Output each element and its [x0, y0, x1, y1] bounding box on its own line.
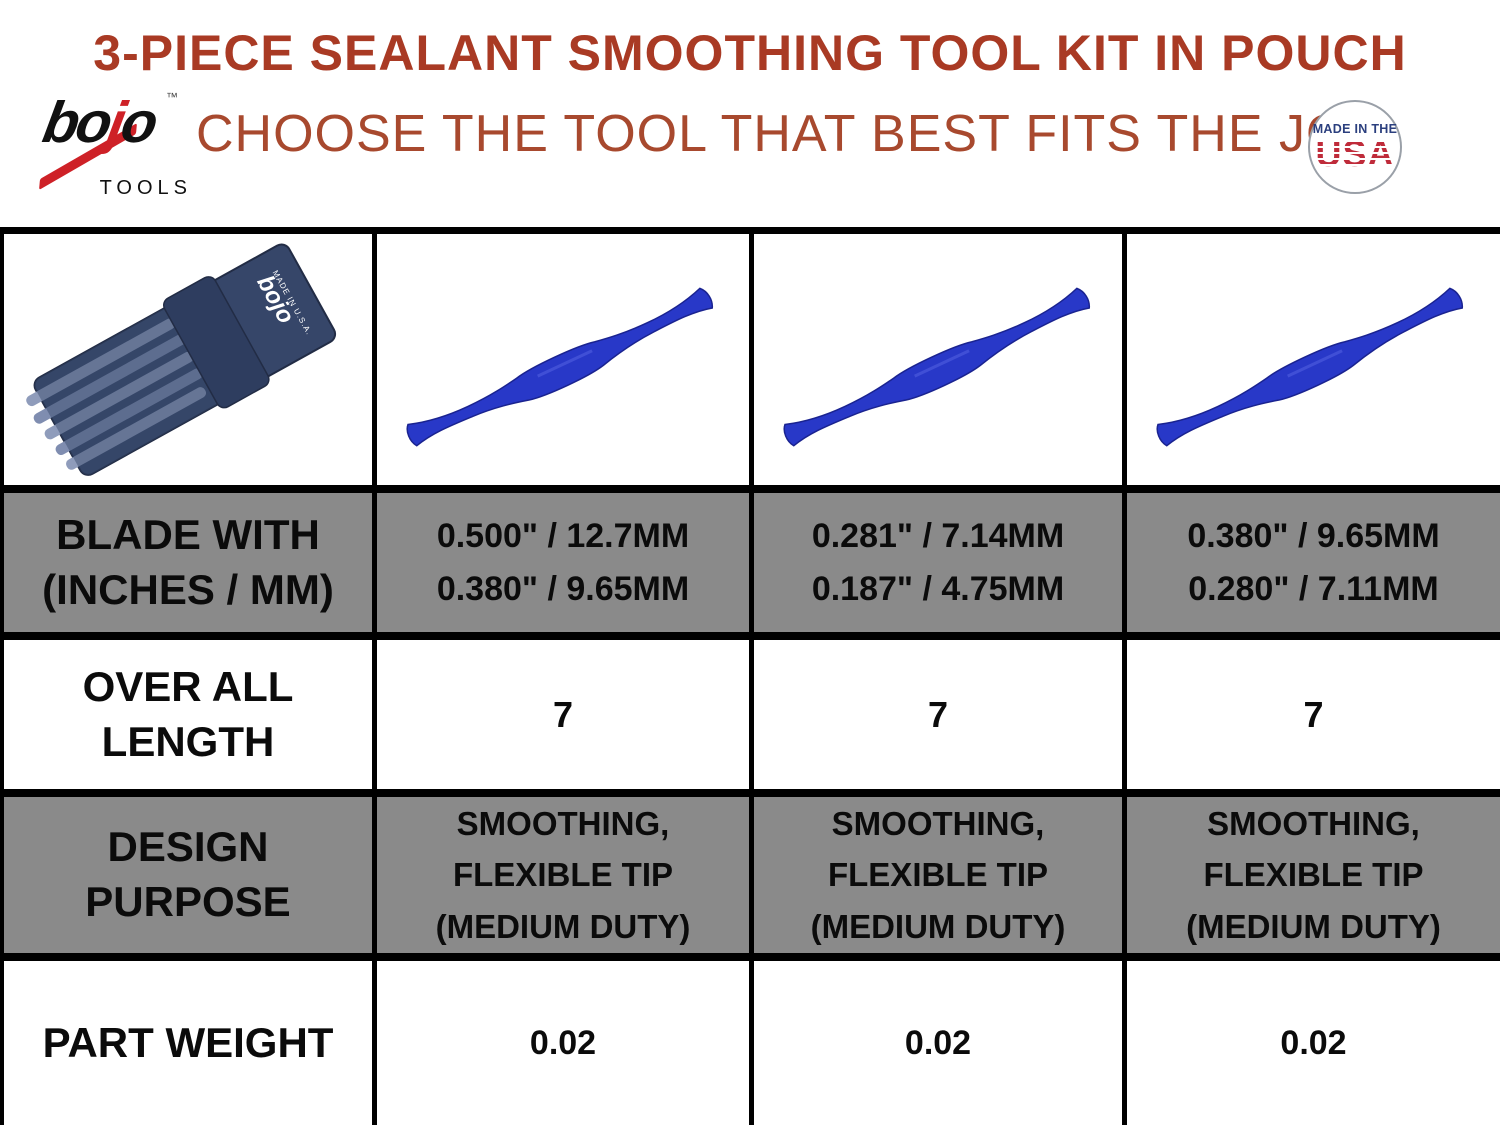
blade-width-value: 0.380" / 9.65MM [436, 569, 690, 608]
overall-length-cell-1: 7 [377, 640, 749, 789]
design-purpose-line: SMOOTHING, [1207, 805, 1420, 843]
design-purpose-line: SMOOTHING, [456, 805, 670, 843]
tool-image-cell-3 [1127, 234, 1500, 485]
row-header-blade-width: BLADE WITH (INCHES / MM) [4, 493, 372, 632]
design-purpose-line: SMOOTHING, [831, 805, 1045, 843]
logo-part: bo [38, 90, 115, 155]
logo-wordmark: bojo [38, 90, 160, 155]
row-header-overall-length: OVER ALL LENGTH [4, 640, 372, 789]
page-subtitle: CHOOSE THE TOOL THAT BEST FITS THE JOB [196, 105, 1384, 163]
row-header-part-weight: PART WEIGHT [4, 961, 372, 1125]
design-purpose-line: (MEDIUM DUTY) [1186, 907, 1441, 945]
blade-width-cell-3: 0.380" / 9.65MM 0.280" / 7.11MM [1127, 493, 1500, 632]
design-purpose-line: (MEDIUM DUTY) [810, 907, 1066, 945]
tool-image-3 [1152, 284, 1470, 457]
overall-length-cell-3: 7 [1127, 640, 1500, 789]
design-purpose-line: FLEXIBLE TIP [1203, 856, 1424, 894]
design-purpose-line: FLEXIBLE TIP [452, 856, 673, 894]
row-header-line: LENGTH [101, 717, 275, 765]
part-weight-cell-2: 0.02 [754, 961, 1122, 1125]
badge-top-text: MADE IN THE [1312, 122, 1398, 136]
badge-usa-text: USA [1315, 133, 1395, 174]
tool-image-1 [402, 284, 720, 457]
blade-width-value: 0.280" / 7.11MM [1188, 569, 1439, 608]
design-purpose-cell-1: SMOOTHING, FLEXIBLE TIP (MEDIUM DUTY) [377, 797, 749, 953]
tool-image-cell-2 [754, 234, 1122, 485]
tool-image-cell-1 [377, 234, 749, 485]
logo-tools-label: TOOLS [99, 177, 192, 199]
row-header-design-purpose: DESIGN PURPOSE [4, 797, 372, 953]
design-purpose-line: (MEDIUM DUTY) [435, 907, 691, 945]
trademark-symbol: ™ [166, 90, 178, 104]
blade-width-value: 0.187" / 4.75MM [811, 569, 1065, 608]
spec-table: bojo MADE IN U.S.A. BLADE WITH (INCHES /… [0, 227, 1500, 1125]
pouch-image: bojo MADE IN U.S.A. [26, 243, 337, 476]
row-header-line: DESIGN [107, 823, 269, 871]
made-in-usa-badge: MADE IN THE USA [1308, 100, 1402, 194]
part-weight-cell-3: 0.02 [1127, 961, 1500, 1125]
design-purpose-cell-3: SMOOTHING, FLEXIBLE TIP (MEDIUM DUTY) [1127, 797, 1500, 953]
blade-width-cell-1: 0.500" / 12.7MM 0.380" / 9.65MM [377, 493, 749, 632]
blade-width-value: 0.500" / 12.7MM [436, 516, 690, 555]
blade-width-value: 0.380" / 9.65MM [1187, 516, 1440, 555]
bojo-logo: bojo ™ TOOLS [34, 90, 192, 204]
row-header-line: OVER ALL [82, 662, 294, 710]
row-header-line: BLADE WITH [56, 510, 320, 558]
page-title: 3-PIECE SEALANT SMOOTHING TOOL KIT IN PO… [93, 25, 1407, 81]
row-header-line: (INCHES / MM) [42, 565, 334, 613]
tool-image-2 [779, 284, 1097, 457]
row-header-line: PURPOSE [85, 878, 291, 925]
blade-width-cell-2: 0.281" / 7.14MM 0.187" / 4.75MM [754, 493, 1122, 632]
part-weight-cell-1: 0.02 [377, 961, 749, 1125]
design-purpose-line: FLEXIBLE TIP [827, 856, 1048, 894]
blade-width-value: 0.281" / 7.14MM [811, 516, 1065, 555]
pouch-image-cell: bojo MADE IN U.S.A. [4, 234, 372, 485]
overall-length-cell-2: 7 [754, 640, 1122, 789]
design-purpose-cell-2: SMOOTHING, FLEXIBLE TIP (MEDIUM DUTY) [754, 797, 1122, 953]
